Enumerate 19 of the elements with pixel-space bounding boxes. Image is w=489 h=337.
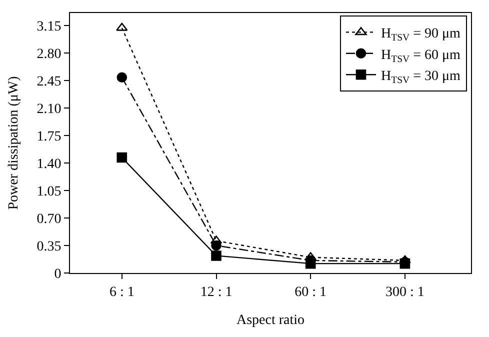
legend-label: H$_{TSV}$ = 90 μm xyxy=(380,26,461,44)
x-tick-label: 12 : 1 xyxy=(200,284,232,300)
y-tick-label: 2.45 xyxy=(36,74,62,90)
y-tick-label: 3.15 xyxy=(36,19,62,34)
y-tick-label: 2.80 xyxy=(36,46,62,62)
y-tick-label: 0.35 xyxy=(36,239,62,254)
y-tick-label: 1.40 xyxy=(36,156,62,172)
x-tick-label: 6 : 1 xyxy=(109,284,134,300)
x-tick-label: 300 : 1 xyxy=(386,284,424,300)
y-tick-label: 1.75 xyxy=(36,129,62,144)
x-axis-title: Aspect ratio xyxy=(236,313,305,328)
y-tick-label: 0.70 xyxy=(36,212,62,227)
y-tick-label: 0 xyxy=(54,266,62,282)
y-tick-label: 1.05 xyxy=(36,184,62,200)
legend-label: H$_{TSV}$ = 30 μm xyxy=(380,69,461,86)
y-tick-label: 2.10 xyxy=(36,102,62,117)
legend-label: H$_{TSV}$ = 60 μm xyxy=(380,48,461,65)
y-axis-title: Power dissipation (μW) xyxy=(6,76,22,210)
x-tick-label: 60 : 1 xyxy=(294,284,327,300)
